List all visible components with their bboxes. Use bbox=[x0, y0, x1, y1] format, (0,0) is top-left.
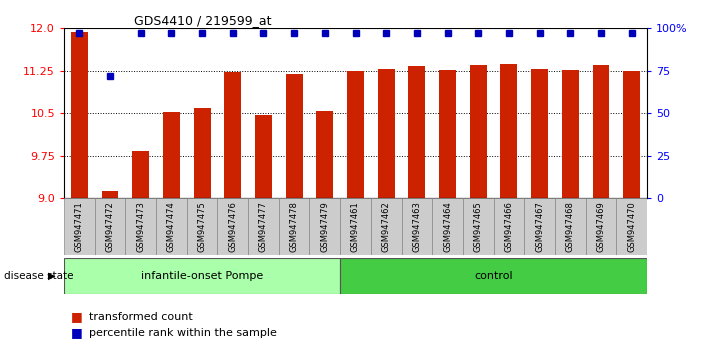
Text: GSM947470: GSM947470 bbox=[627, 201, 636, 252]
Bar bbox=[562, 70, 579, 198]
Bar bbox=[378, 69, 395, 198]
Text: GDS4410 / 219599_at: GDS4410 / 219599_at bbox=[134, 14, 272, 27]
Text: GSM947477: GSM947477 bbox=[259, 201, 268, 252]
Text: ■: ■ bbox=[71, 310, 83, 323]
Text: transformed count: transformed count bbox=[89, 312, 193, 322]
Bar bbox=[132, 151, 149, 198]
Text: GSM947478: GSM947478 bbox=[289, 201, 299, 252]
Text: disease state: disease state bbox=[4, 271, 73, 281]
Text: control: control bbox=[474, 271, 513, 281]
Text: ■: ■ bbox=[71, 326, 83, 339]
Bar bbox=[71, 32, 87, 198]
Bar bbox=[163, 112, 180, 198]
Text: percentile rank within the sample: percentile rank within the sample bbox=[89, 328, 277, 338]
Text: infantile-onset Pompe: infantile-onset Pompe bbox=[141, 271, 263, 281]
Text: ▶: ▶ bbox=[48, 271, 55, 281]
Bar bbox=[408, 66, 425, 198]
Bar bbox=[586, 198, 616, 255]
Bar bbox=[470, 65, 486, 198]
Bar bbox=[432, 198, 463, 255]
Bar bbox=[95, 198, 125, 255]
Text: GSM947468: GSM947468 bbox=[566, 201, 574, 252]
Bar bbox=[286, 74, 303, 198]
Bar bbox=[187, 198, 218, 255]
Bar bbox=[248, 198, 279, 255]
Bar bbox=[309, 198, 340, 255]
Bar bbox=[340, 198, 371, 255]
Bar bbox=[524, 198, 555, 255]
Text: GSM947479: GSM947479 bbox=[321, 201, 329, 252]
Text: GSM947466: GSM947466 bbox=[504, 201, 513, 252]
Text: GSM947469: GSM947469 bbox=[597, 201, 606, 252]
Text: GSM947461: GSM947461 bbox=[351, 201, 360, 252]
Bar bbox=[279, 198, 309, 255]
Bar bbox=[616, 198, 647, 255]
Bar bbox=[463, 198, 493, 255]
Bar bbox=[402, 198, 432, 255]
Text: GSM947467: GSM947467 bbox=[535, 201, 544, 252]
Bar bbox=[371, 198, 402, 255]
Bar bbox=[531, 69, 548, 198]
Text: GSM947476: GSM947476 bbox=[228, 201, 237, 252]
Text: GSM947463: GSM947463 bbox=[412, 201, 422, 252]
Text: GSM947465: GSM947465 bbox=[474, 201, 483, 252]
Bar bbox=[624, 71, 640, 198]
Text: GSM947462: GSM947462 bbox=[382, 201, 390, 252]
Bar bbox=[439, 70, 456, 198]
Bar bbox=[555, 198, 586, 255]
Bar bbox=[493, 198, 524, 255]
Bar bbox=[218, 198, 248, 255]
Bar bbox=[316, 111, 333, 198]
Bar bbox=[193, 108, 210, 198]
Bar bbox=[64, 258, 340, 294]
Bar bbox=[347, 71, 364, 198]
Bar bbox=[592, 65, 609, 198]
Bar bbox=[225, 73, 241, 198]
Bar bbox=[340, 258, 647, 294]
Text: GSM947475: GSM947475 bbox=[198, 201, 207, 252]
Bar bbox=[255, 115, 272, 198]
Text: GSM947464: GSM947464 bbox=[443, 201, 452, 252]
Bar bbox=[501, 64, 518, 198]
Text: GSM947471: GSM947471 bbox=[75, 201, 84, 252]
Text: GSM947473: GSM947473 bbox=[137, 201, 145, 252]
Bar bbox=[102, 192, 119, 198]
Bar bbox=[64, 198, 95, 255]
Bar bbox=[125, 198, 156, 255]
Bar bbox=[156, 198, 187, 255]
Text: GSM947474: GSM947474 bbox=[167, 201, 176, 252]
Text: GSM947472: GSM947472 bbox=[105, 201, 114, 252]
